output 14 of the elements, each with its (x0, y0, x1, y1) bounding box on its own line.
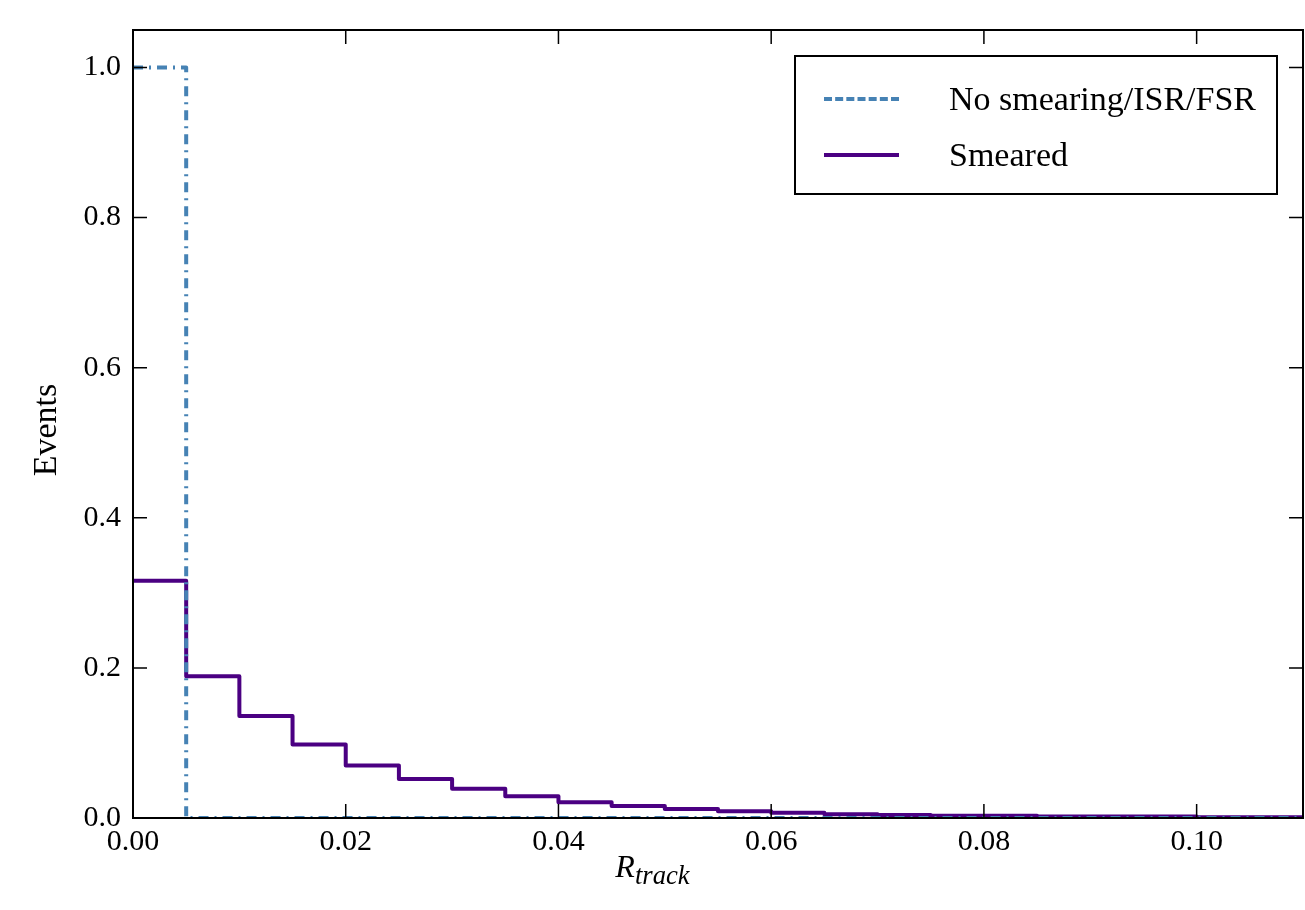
y-tick-label: 0.8 (83, 198, 121, 232)
legend-label: Smeared (949, 136, 1068, 174)
x-axis-title: R$_{track}$ (615, 848, 690, 891)
x-tick-label: 0.08 (957, 822, 1011, 856)
y-tick-label: 1.0 (83, 48, 121, 82)
x-tick-label: 0.04 (532, 822, 585, 856)
y-tick-label: 0.2 (83, 648, 121, 682)
y-axis-title: Events (26, 383, 64, 477)
y-tick-label: 0.6 (83, 348, 121, 382)
x-tick-label: 0.02 (319, 822, 372, 856)
x-tick-label: 0.10 (1170, 822, 1223, 856)
legend-label: No smearing/ISR/FSR (949, 80, 1256, 118)
y-tick-label: 0.4 (83, 498, 121, 532)
x-tick-label: 0.06 (744, 822, 798, 856)
